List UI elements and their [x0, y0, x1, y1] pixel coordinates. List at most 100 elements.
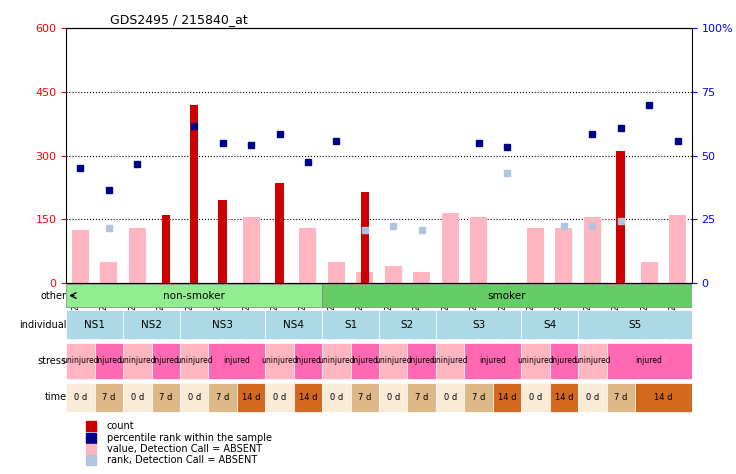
Text: injured: injured — [152, 356, 179, 365]
Text: 14 d: 14 d — [242, 393, 261, 402]
Bar — [243, 217, 260, 283]
FancyBboxPatch shape — [180, 343, 208, 379]
Text: count: count — [107, 421, 135, 431]
FancyBboxPatch shape — [408, 383, 436, 412]
Text: 7 d: 7 d — [159, 393, 172, 402]
FancyBboxPatch shape — [265, 310, 322, 339]
Text: injured: injured — [224, 356, 250, 365]
Bar — [275, 183, 284, 283]
Text: 7 d: 7 d — [472, 393, 485, 402]
Bar — [100, 262, 118, 283]
Text: individual: individual — [19, 319, 67, 329]
FancyBboxPatch shape — [408, 343, 436, 379]
FancyBboxPatch shape — [521, 383, 550, 412]
FancyBboxPatch shape — [521, 343, 550, 379]
Text: uninjured: uninjured — [574, 356, 611, 365]
FancyBboxPatch shape — [550, 343, 578, 379]
FancyBboxPatch shape — [152, 383, 180, 412]
Text: 0 d: 0 d — [131, 393, 144, 402]
Bar — [328, 262, 345, 283]
Text: injured: injured — [636, 356, 662, 365]
FancyBboxPatch shape — [322, 310, 379, 339]
Text: 0 d: 0 d — [528, 393, 542, 402]
FancyBboxPatch shape — [322, 343, 350, 379]
Text: 14 d: 14 d — [299, 393, 317, 402]
Text: uninjured: uninjured — [432, 356, 468, 365]
Text: 0 d: 0 d — [74, 393, 87, 402]
FancyBboxPatch shape — [464, 383, 493, 412]
FancyBboxPatch shape — [550, 383, 578, 412]
Text: injured: injured — [294, 356, 322, 365]
Text: uninjured: uninjured — [176, 356, 213, 365]
Bar — [190, 105, 199, 283]
FancyBboxPatch shape — [294, 383, 322, 412]
FancyBboxPatch shape — [66, 310, 123, 339]
FancyBboxPatch shape — [237, 383, 265, 412]
FancyBboxPatch shape — [606, 383, 635, 412]
Text: S3: S3 — [472, 319, 485, 329]
Text: 7 d: 7 d — [358, 393, 372, 402]
Bar — [413, 272, 431, 283]
FancyBboxPatch shape — [322, 383, 350, 412]
Bar — [617, 151, 625, 283]
FancyBboxPatch shape — [265, 383, 294, 412]
Text: NS2: NS2 — [141, 319, 162, 329]
Text: uninjured: uninjured — [517, 356, 553, 365]
FancyBboxPatch shape — [123, 310, 180, 339]
FancyBboxPatch shape — [208, 383, 237, 412]
Bar — [356, 272, 373, 283]
Text: S1: S1 — [344, 319, 357, 329]
Bar — [584, 217, 601, 283]
FancyBboxPatch shape — [606, 343, 692, 379]
FancyBboxPatch shape — [152, 343, 180, 379]
FancyBboxPatch shape — [95, 343, 123, 379]
FancyBboxPatch shape — [578, 343, 606, 379]
Bar — [219, 200, 227, 283]
Text: uninjured: uninjured — [318, 356, 355, 365]
Text: uninjured: uninjured — [261, 356, 298, 365]
Text: injured: injured — [351, 356, 378, 365]
FancyBboxPatch shape — [379, 310, 436, 339]
FancyBboxPatch shape — [123, 383, 152, 412]
FancyBboxPatch shape — [180, 383, 208, 412]
Text: 14 d: 14 d — [498, 393, 516, 402]
FancyBboxPatch shape — [66, 284, 322, 307]
FancyBboxPatch shape — [436, 310, 521, 339]
FancyBboxPatch shape — [578, 310, 692, 339]
Text: value, Detection Call = ABSENT: value, Detection Call = ABSENT — [107, 444, 262, 454]
Bar — [470, 217, 487, 283]
Text: percentile rank within the sample: percentile rank within the sample — [107, 433, 272, 443]
FancyBboxPatch shape — [322, 284, 692, 307]
Text: 7 d: 7 d — [102, 393, 116, 402]
Text: 14 d: 14 d — [654, 393, 673, 402]
Bar — [640, 262, 658, 283]
FancyBboxPatch shape — [635, 383, 692, 412]
FancyBboxPatch shape — [379, 343, 408, 379]
Text: other: other — [40, 291, 67, 301]
Text: 7 d: 7 d — [614, 393, 627, 402]
Text: injured: injured — [551, 356, 577, 365]
FancyBboxPatch shape — [350, 383, 379, 412]
Text: 0 d: 0 d — [273, 393, 286, 402]
Text: 0 d: 0 d — [386, 393, 400, 402]
Text: NS1: NS1 — [84, 319, 105, 329]
Bar — [300, 228, 316, 283]
FancyBboxPatch shape — [578, 383, 606, 412]
FancyBboxPatch shape — [379, 383, 408, 412]
Text: uninjured: uninjured — [62, 356, 99, 365]
Text: 14 d: 14 d — [555, 393, 573, 402]
FancyBboxPatch shape — [436, 383, 464, 412]
Text: 7 d: 7 d — [415, 393, 428, 402]
FancyBboxPatch shape — [350, 343, 379, 379]
Text: injured: injured — [408, 356, 435, 365]
Text: S2: S2 — [401, 319, 414, 329]
Text: uninjured: uninjured — [119, 356, 155, 365]
Text: 0 d: 0 d — [586, 393, 599, 402]
Text: GDS2495 / 215840_at: GDS2495 / 215840_at — [110, 13, 248, 26]
Text: time: time — [45, 392, 67, 402]
FancyBboxPatch shape — [123, 343, 152, 379]
FancyBboxPatch shape — [66, 343, 95, 379]
Text: NS4: NS4 — [283, 319, 304, 329]
Bar — [527, 228, 544, 283]
Bar — [129, 228, 146, 283]
